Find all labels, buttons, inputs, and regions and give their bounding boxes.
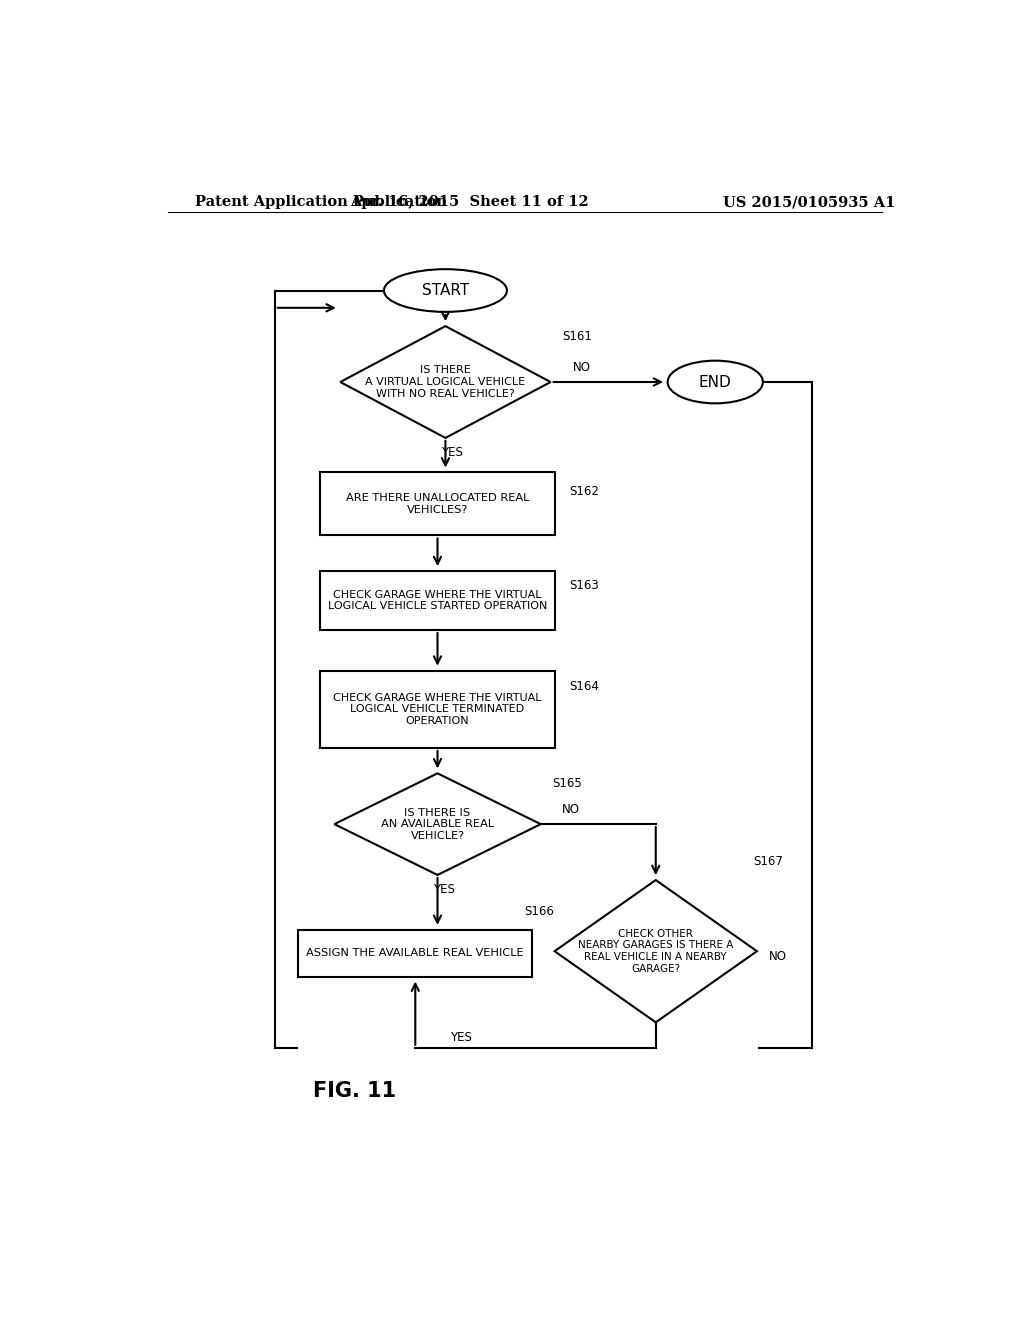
Text: CHECK OTHER
NEARBY GARAGES IS THERE A
REAL VEHICLE IN A NEARBY
GARAGE?: CHECK OTHER NEARBY GARAGES IS THERE A RE… <box>579 929 733 974</box>
Bar <box>321 572 555 630</box>
Text: IS THERE
A VIRTUAL LOGICAL VEHICLE
WITH NO REAL VEHICLE?: IS THERE A VIRTUAL LOGICAL VEHICLE WITH … <box>366 366 525 399</box>
Text: IS THERE IS
AN AVAILABLE REAL
VEHICLE?: IS THERE IS AN AVAILABLE REAL VEHICLE? <box>381 808 494 841</box>
Text: CHECK GARAGE WHERE THE VIRTUAL
LOGICAL VEHICLE TERMINATED
OPERATION: CHECK GARAGE WHERE THE VIRTUAL LOGICAL V… <box>333 693 542 726</box>
Text: YES: YES <box>441 446 463 458</box>
Bar <box>321 671 555 748</box>
Text: S161: S161 <box>562 330 592 343</box>
Text: Patent Application Publication: Patent Application Publication <box>196 195 447 209</box>
Text: NO: NO <box>769 950 786 962</box>
Text: S165: S165 <box>553 777 583 789</box>
Text: END: END <box>699 375 731 389</box>
Text: YES: YES <box>451 1031 472 1044</box>
Text: Apr. 16, 2015  Sheet 11 of 12: Apr. 16, 2015 Sheet 11 of 12 <box>350 195 589 209</box>
Text: US 2015/0105935 A1: US 2015/0105935 A1 <box>723 195 896 209</box>
Text: S164: S164 <box>569 680 599 693</box>
Text: S162: S162 <box>569 486 599 498</box>
Bar <box>298 929 532 977</box>
Text: ARE THERE UNALLOCATED REAL
VEHICLES?: ARE THERE UNALLOCATED REAL VEHICLES? <box>346 494 529 515</box>
Text: FIG. 11: FIG. 11 <box>312 1081 395 1101</box>
Text: ASSIGN THE AVAILABLE REAL VEHICLE: ASSIGN THE AVAILABLE REAL VEHICLE <box>306 948 524 958</box>
Text: NO: NO <box>573 362 591 375</box>
Text: S163: S163 <box>569 578 599 591</box>
Text: S166: S166 <box>524 906 554 917</box>
Text: YES: YES <box>433 883 455 896</box>
Text: S167: S167 <box>753 855 782 869</box>
Bar <box>321 473 555 536</box>
Text: NO: NO <box>562 804 580 816</box>
Text: START: START <box>422 282 469 298</box>
Text: CHECK GARAGE WHERE THE VIRTUAL
LOGICAL VEHICLE STARTED OPERATION: CHECK GARAGE WHERE THE VIRTUAL LOGICAL V… <box>328 590 547 611</box>
